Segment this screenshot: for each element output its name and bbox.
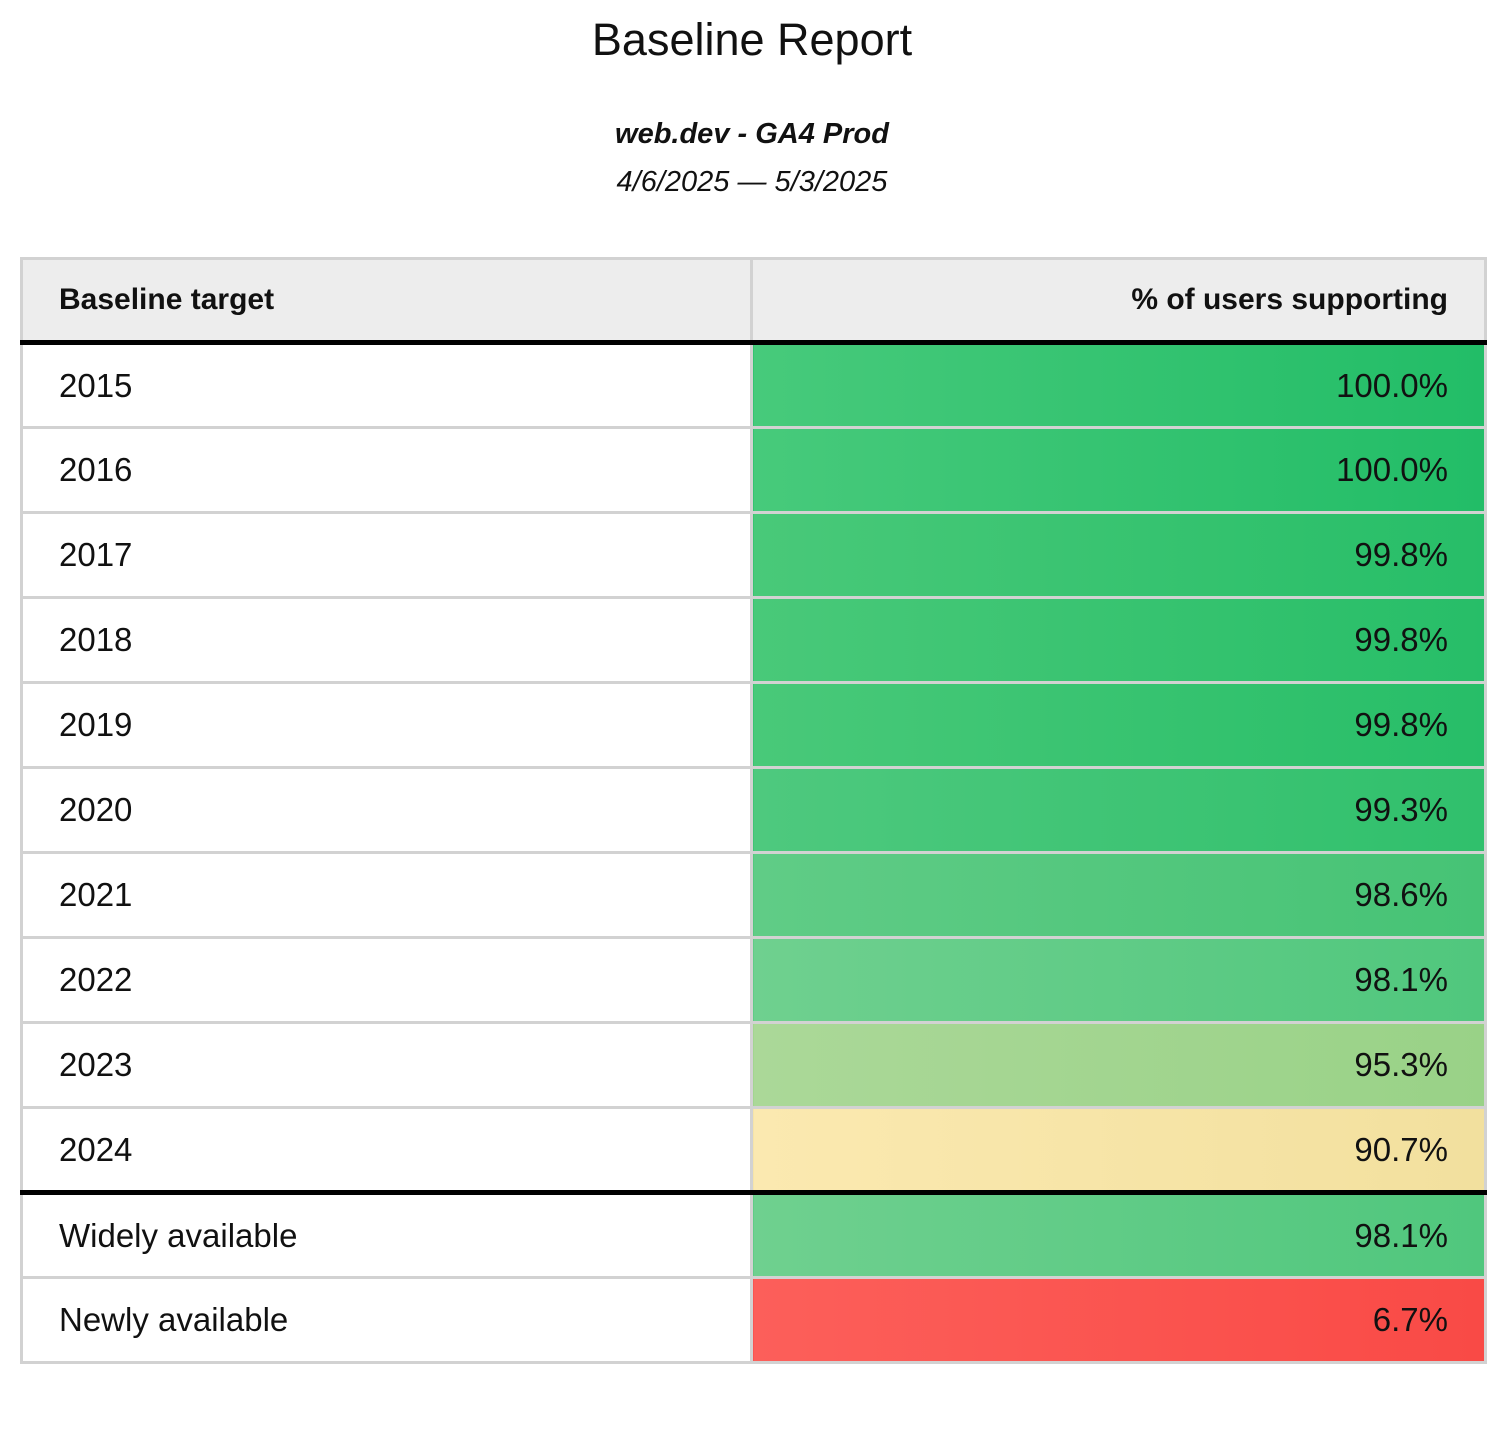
table-row: 2021 98.6% — [20, 851, 1487, 939]
pct-users-supporting-cell: 99.8% — [750, 596, 1487, 684]
pct-users-supporting-cell: 100.0% — [750, 341, 1487, 429]
report-date-range: 4/6/2025 — 5/3/2025 — [616, 166, 888, 198]
baseline-table: Baseline target % of users supporting 20… — [20, 257, 1487, 1364]
baseline-target-cell: 2017 — [20, 511, 753, 599]
table-row: Widely available 98.1% — [20, 1191, 1487, 1279]
pct-users-supporting-cell: 90.7% — [750, 1106, 1487, 1195]
baseline-target-cell: 2015 — [20, 341, 753, 429]
baseline-target-cell: 2022 — [20, 936, 753, 1024]
table-row: 2015 100.0% — [20, 341, 1487, 429]
table-row: 2017 99.8% — [20, 511, 1487, 599]
pct-users-supporting-cell: 99.8% — [750, 511, 1487, 599]
baseline-target-cell: 2018 — [20, 596, 753, 684]
baseline-target-cell: 2020 — [20, 766, 753, 854]
pct-users-supporting-cell: 98.1% — [750, 1191, 1487, 1279]
table-row: Newly available 6.7% — [20, 1276, 1487, 1364]
baseline-target-cell: Newly available — [20, 1276, 753, 1364]
report-page: Baseline Report web.dev - GA4 Prod 4/6/2… — [0, 14, 1504, 1364]
baseline-target-cell: 2021 — [20, 851, 753, 939]
table-row: 2024 90.7% — [20, 1106, 1487, 1195]
table-row: 2018 99.8% — [20, 596, 1487, 684]
table-row: 2022 98.1% — [20, 936, 1487, 1024]
baseline-target-cell: 2024 — [20, 1106, 753, 1195]
table-header: Baseline target % of users supporting — [20, 257, 1487, 345]
pct-users-supporting-cell: 99.3% — [750, 766, 1487, 854]
table-row: 2020 99.3% — [20, 766, 1487, 854]
baseline-target-cell: 2023 — [20, 1021, 753, 1109]
baseline-target-cell: 2019 — [20, 681, 753, 769]
table-row: 2023 95.3% — [20, 1021, 1487, 1109]
column-header-pct-users-supporting: % of users supporting — [750, 257, 1487, 345]
report-subtitle: web.dev - GA4 Prod — [615, 118, 889, 150]
pct-users-supporting-cell: 6.7% — [750, 1276, 1487, 1364]
table-row: 2019 99.8% — [20, 681, 1487, 769]
page-title: Baseline Report — [591, 14, 913, 65]
pct-users-supporting-cell: 98.1% — [750, 936, 1487, 1024]
pct-users-supporting-cell: 99.8% — [750, 681, 1487, 769]
baseline-target-cell: Widely available — [20, 1191, 753, 1279]
table-row: 2016 100.0% — [20, 426, 1487, 514]
column-header-baseline-target: Baseline target — [20, 257, 753, 345]
pct-users-supporting-cell: 98.6% — [750, 851, 1487, 939]
pct-users-supporting-cell: 95.3% — [750, 1021, 1487, 1109]
baseline-target-cell: 2016 — [20, 426, 753, 514]
table-body: 2015 100.0% 2016 100.0% 2017 99.8% 2018 … — [20, 341, 1487, 1364]
pct-users-supporting-cell: 100.0% — [750, 426, 1487, 514]
table-header-row: Baseline target % of users supporting — [20, 257, 1487, 345]
